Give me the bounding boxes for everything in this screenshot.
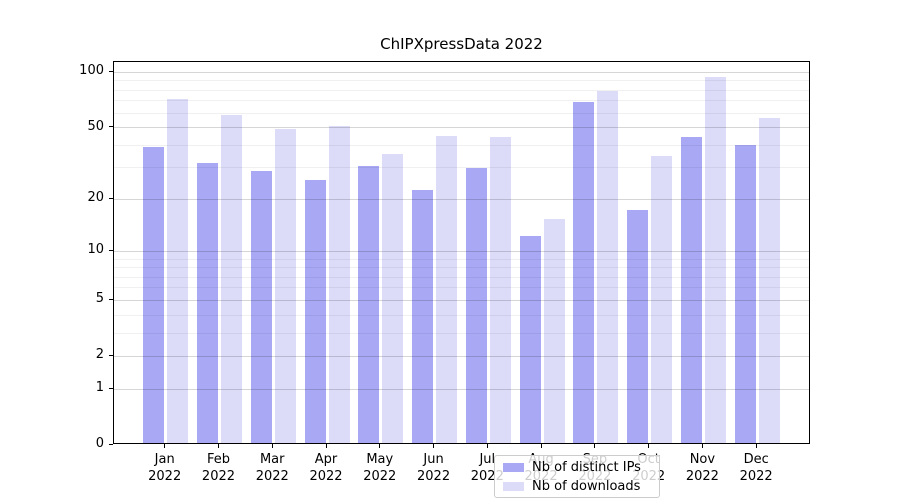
bar-downloads-dec [758, 118, 780, 443]
y-axis-tick [109, 197, 113, 199]
minor-gridline [114, 144, 809, 146]
major-gridline [114, 250, 809, 252]
x-axis-tick [164, 444, 166, 448]
x-axis-label: Jan 2022 [148, 452, 182, 484]
major-gridline [114, 127, 809, 129]
y-axis-tick [109, 354, 113, 356]
bar-distinct-ips-jan [143, 147, 165, 443]
minor-gridline [114, 258, 809, 260]
y-axis-label: 20 [87, 190, 104, 206]
bar-downloads-oct [651, 155, 673, 443]
minor-gridline [114, 80, 809, 82]
x-axis-tick [648, 444, 650, 448]
y-axis-tick [109, 387, 113, 389]
bar-downloads-aug [543, 219, 565, 443]
minor-gridline [114, 112, 809, 114]
major-gridline [114, 71, 809, 73]
y-axis-label: 50 [87, 118, 104, 134]
major-gridline [114, 388, 809, 390]
x-axis-tick [594, 444, 596, 448]
legend-row-downloads: Nb of downloads [503, 479, 651, 494]
bar-distinct-ips-feb [196, 163, 218, 443]
x-axis-label: Jun 2022 [417, 452, 451, 484]
bar-distinct-ips-oct [627, 209, 649, 443]
x-axis-label: May 2022 [363, 452, 397, 484]
x-axis-tick [701, 444, 703, 448]
minor-gridline [114, 287, 809, 289]
y-axis-label: 100 [79, 63, 104, 79]
y-axis-label: 0 [95, 436, 104, 451]
bar-downloads-may [382, 153, 404, 443]
minor-gridline [114, 314, 809, 316]
grid-layer [114, 62, 809, 443]
bar-downloads-feb [220, 115, 242, 443]
major-gridline [114, 355, 809, 357]
bar-downloads-nov [704, 77, 726, 443]
bar-distinct-ips-apr [304, 179, 326, 443]
bar-distinct-ips-may [358, 165, 380, 443]
x-axis-label: Apr 2022 [309, 452, 343, 484]
y-axis-tick [109, 70, 113, 72]
major-gridline [114, 198, 809, 200]
y-axis-label: 2 [95, 347, 104, 363]
x-axis-label: Nov 2022 [685, 452, 719, 484]
legend-swatch-distinct-ips [503, 462, 524, 472]
minor-gridline [114, 100, 809, 102]
legend-label-distinct-ips: Nb of distinct IPs [532, 459, 641, 475]
bar-downloads-mar [274, 128, 296, 443]
bar-distinct-ips-nov [680, 137, 702, 443]
legend-label-downloads: Nb of downloads [532, 478, 641, 494]
x-axis-label: Dec 2022 [739, 452, 773, 484]
chart-legend: Nb of distinct IPs Nb of downloads [494, 455, 660, 498]
x-axis-tick [433, 444, 435, 448]
y-axis-label: 5 [95, 291, 104, 307]
bar-distinct-ips-jun [412, 189, 434, 443]
bar-downloads-jan [167, 98, 189, 443]
bar-downloads-jun [436, 135, 458, 443]
x-axis-tick [755, 444, 757, 448]
bar-layer [114, 62, 809, 443]
bar-distinct-ips-sep [573, 102, 595, 443]
x-axis-label: Mar 2022 [255, 452, 289, 484]
minor-gridline [114, 167, 809, 169]
y-axis-tick [109, 298, 113, 300]
bar-downloads-apr [328, 125, 350, 443]
bar-downloads-jul [489, 137, 511, 443]
x-axis-tick [325, 444, 327, 448]
major-gridline [114, 299, 809, 301]
y-axis-tick [109, 126, 113, 128]
bar-distinct-ips-aug [519, 235, 541, 443]
minor-gridline [114, 332, 809, 334]
bar-distinct-ips-mar [250, 171, 272, 443]
x-axis-tick [379, 444, 381, 448]
y-axis-label: 1 [95, 380, 104, 396]
chart-title: ChIPXpressData 2022 [380, 35, 543, 53]
y-axis-label: 10 [87, 242, 104, 258]
minor-gridline [114, 89, 809, 91]
bar-downloads-sep [597, 91, 619, 443]
bar-distinct-ips-jul [465, 168, 487, 443]
x-axis-tick [540, 444, 542, 448]
x-axis-label: Feb 2022 [201, 452, 236, 484]
x-axis-tick [486, 444, 488, 448]
y-axis-tick [109, 443, 113, 445]
x-axis-tick [217, 444, 219, 448]
legend-swatch-downloads [503, 481, 524, 491]
minor-gridline [114, 276, 809, 278]
x-axis-tick [271, 444, 273, 448]
bar-distinct-ips-dec [734, 145, 756, 443]
plot-area: Nb of distinct IPs Nb of downloads [113, 61, 810, 498]
minor-gridline [114, 267, 809, 269]
legend-row-distinct-ips: Nb of distinct IPs [503, 460, 651, 475]
y-axis-tick [109, 249, 113, 251]
